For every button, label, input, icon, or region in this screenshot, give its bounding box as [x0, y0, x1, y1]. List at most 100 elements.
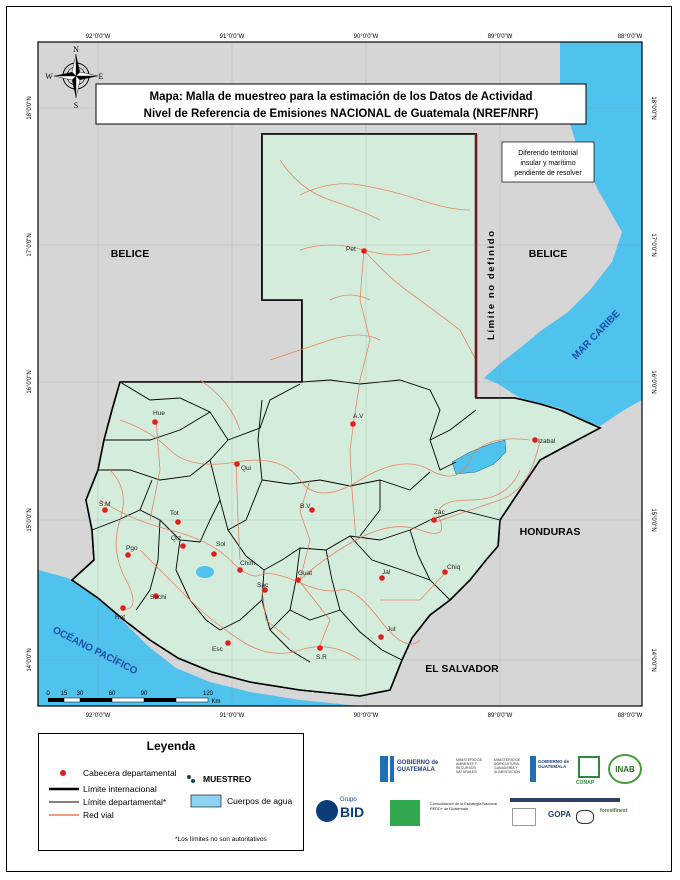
cabecera-dot — [102, 507, 108, 513]
cabecera-label: Qui — [241, 465, 251, 472]
wave-logo-icon — [576, 810, 594, 824]
cabecera-label: Tot — [170, 510, 179, 517]
bid-grupo-text: Grupo — [340, 797, 357, 803]
lon-label: 91°0'0"W — [220, 713, 245, 719]
marn-logo-text: MINISTERIO DE AMBIENTE Y RECURSOS NATURA… — [456, 758, 483, 775]
cabecera-label: Chim — [240, 560, 255, 567]
partner-logo-icon — [512, 808, 536, 826]
lon-label: 92°0'0"W — [86, 713, 111, 719]
legend-cabecera: Cabecera departamental — [83, 768, 177, 778]
caribbean-sea — [484, 42, 642, 426]
map-frame — [6, 6, 672, 872]
redd-logo-text: Consolidación de la Estrategia Nacional … — [430, 802, 498, 811]
cabecera-label: Hue — [153, 410, 165, 417]
scale-tick: 60 — [109, 691, 116, 697]
cabecera-label: A.V — [353, 413, 364, 420]
cabecera-dot — [532, 437, 538, 443]
lon-label: 92°0'0"W — [86, 34, 111, 40]
cabecera-label: Ret — [115, 614, 125, 621]
cabecera-dot — [431, 517, 437, 523]
lon-label: 90°0'0"W — [354, 713, 379, 719]
cuerpos-agua-symbol — [190, 794, 222, 808]
lon-label: 91°0'0"W — [220, 34, 245, 40]
maga-logo-text: MINISTERIO DE AGRICULTURA, GANADERÍA Y A… — [494, 758, 521, 775]
green-logo-icon — [390, 800, 420, 826]
map-title-line-2: Nivel de Referencia de Emisiones NACIONA… — [144, 108, 539, 120]
map-border — [37, 41, 643, 707]
cabecera-dot — [442, 569, 448, 575]
department-boundaries — [91, 379, 501, 663]
cabecera-dot — [295, 577, 301, 583]
map-title-line-1: Mapa: Malla de muestreo para la estimaci… — [149, 91, 532, 103]
legend: Leyenda Cabecera departamental MUESTREO … — [38, 733, 304, 851]
compass-e: E — [99, 72, 104, 81]
cabecera-dot — [211, 551, 217, 557]
cabecera-label: Jut — [387, 626, 396, 633]
cabecera-label: Chiq — [447, 564, 461, 571]
lat-label: 14°0'0"N — [650, 648, 656, 671]
label-honduras: HONDURAS — [520, 526, 581, 538]
legend-red-vial: Red vial — [83, 810, 114, 820]
cabecera-label: Qtz — [171, 535, 181, 542]
lon-labels-bottom: 92°0'0"W 91°0'0"W 90°0'0"W 89°0'0"W 88°0… — [86, 713, 643, 719]
scale-tick: 15 — [61, 691, 68, 697]
cabecera-label: Izabal — [538, 438, 556, 445]
cabecera-label: Guat — [298, 570, 312, 577]
cabecera-dot — [152, 419, 158, 425]
cabecera-dot — [225, 640, 231, 646]
cabecera-label: Sol — [216, 541, 226, 548]
gopa-logo-text: GOPA — [548, 810, 571, 819]
diferendo-line-1: Diferendo territorial — [518, 150, 578, 157]
lat-label: 16°0'0"N — [650, 370, 656, 393]
legend-symbols — [49, 770, 222, 816]
lat-label: 16°0'0"N — [27, 370, 33, 393]
legend-limite-internacional: Límite internacional — [83, 784, 157, 794]
cabecera-dot — [120, 605, 126, 611]
compass-n: N — [73, 45, 79, 54]
label-limite-no-definido: Límite no definido — [486, 229, 497, 340]
bid-logo-text: BID — [340, 804, 365, 820]
cabecera-label: B.V — [300, 503, 311, 510]
label-el-salvador: EL SALVADOR — [425, 663, 499, 675]
diferendo-box — [501, 141, 595, 183]
gobierno-logo-2-icon — [530, 756, 536, 782]
cabeceras-layer: Pet A.V Hue Qui B.V Izabal Zac S.M Tot Pgo Qtz Sol C… — [99, 246, 556, 661]
cabecera-dot — [309, 507, 315, 513]
inab-logo: INAB — [608, 754, 642, 784]
gobierno-logo-text: GOBIERNO de GUATEMALA — [397, 760, 439, 773]
gopa-banner-bar — [510, 798, 620, 802]
legend-cuerpos-agua: Cuerpos de agua — [227, 796, 293, 806]
lat-label: 17°0'0"N — [650, 233, 656, 256]
legend-limite-departamental: Límite departamental* — [83, 797, 167, 807]
lat-label: 18°0'0"N — [27, 96, 33, 119]
cabecera-label: S.R — [316, 654, 327, 661]
label-belice-east: BELICE — [529, 248, 568, 260]
legend-title: Leyenda — [146, 739, 196, 753]
cabecera-dot — [234, 461, 240, 467]
pacific-ocean — [38, 570, 360, 706]
cabecera-dot — [180, 543, 186, 549]
scale-tick: 90 — [141, 691, 148, 697]
diferendo-line-2: insular y marítimo — [520, 160, 575, 167]
cabecera-dot — [262, 587, 268, 593]
cabecera-dot — [361, 248, 367, 254]
gobierno-logo-2-text: GOBIERNO de GUATEMALA — [538, 759, 570, 769]
bid-logo-icon — [316, 800, 338, 822]
lat-label: 18°0'0"N — [650, 96, 656, 119]
lake-atitlan — [196, 566, 214, 578]
cabecera-label: Pet — [346, 246, 356, 253]
title-box — [95, 83, 587, 125]
cabecera-dot — [153, 593, 159, 599]
lake-izabal — [451, 439, 507, 475]
road-network — [99, 159, 541, 661]
lon-label: 89°0'0"W — [488, 713, 513, 719]
lon-labels-top: 92°0'0"W 91°0'0"W 90°0'0"W 89°0'0"W 88°0… — [86, 34, 643, 40]
lat-label: 15°0'0"N — [27, 508, 33, 531]
scale-unit: Km — [212, 699, 221, 705]
cabecera-dot — [175, 519, 181, 525]
lat-label: 14°0'0"N — [27, 648, 33, 671]
scale-tick: 0 — [46, 691, 50, 697]
cabecera-dot — [350, 421, 356, 427]
legend-note: *Los límites no son autoritativos — [175, 836, 267, 843]
cabecera-dot — [125, 552, 131, 558]
